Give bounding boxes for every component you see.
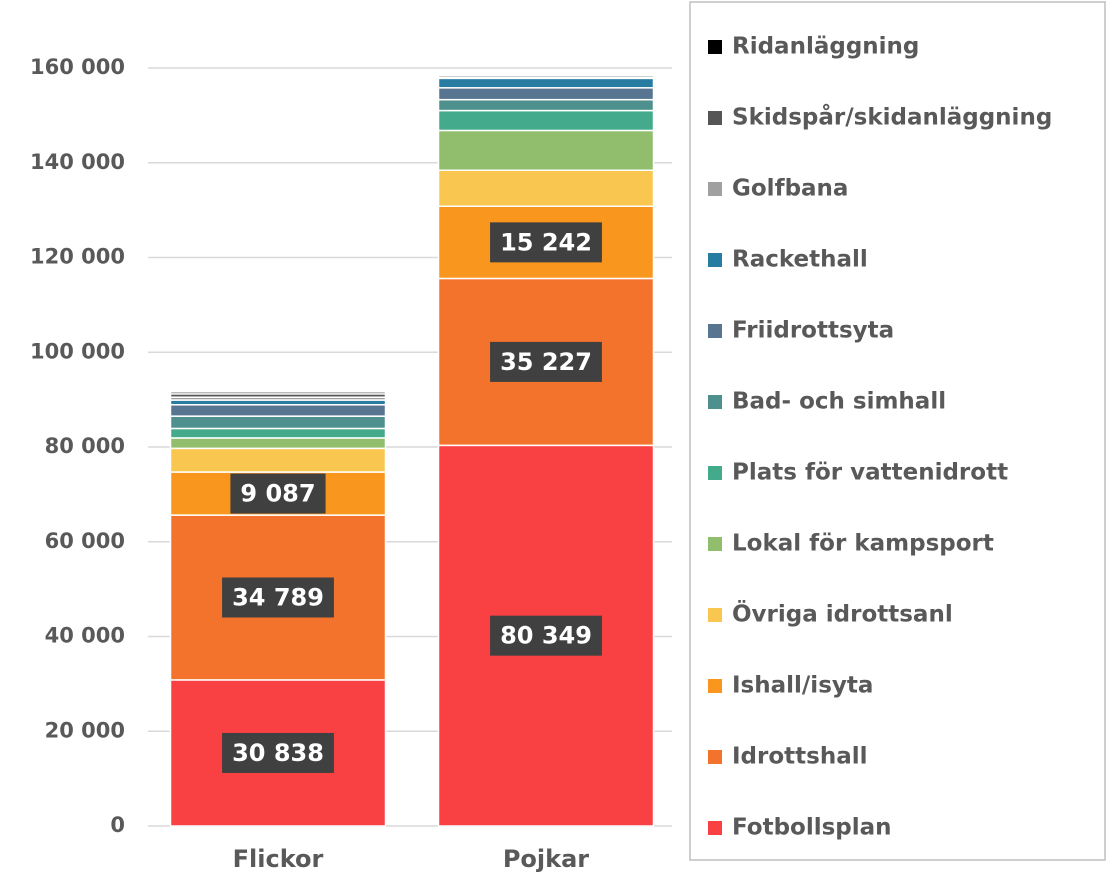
data-label: 15 242: [500, 228, 592, 256]
bar-segment: [169, 427, 387, 439]
bar-segment: [437, 77, 655, 89]
legend-label: Plats för vattenidrott: [732, 460, 1008, 486]
legend-swatch: [708, 324, 722, 338]
y-tick-label: 140 000: [30, 150, 125, 174]
bar-segment: [169, 679, 387, 827]
y-tick-label: 40 000: [45, 624, 125, 648]
legend-swatch: [708, 750, 722, 764]
bar-segment: [437, 98, 655, 112]
legend-label: Ishall/isyta: [732, 673, 873, 699]
data-label: 34 789: [232, 583, 324, 611]
bar-segment: [169, 437, 387, 450]
legend-label: Friidrottsyta: [732, 318, 894, 344]
data-label: 30 838: [232, 739, 324, 767]
legend-swatch: [708, 466, 722, 480]
x-tick-label: Flickor: [233, 845, 324, 873]
data-label: 9 087: [240, 480, 315, 508]
bar-segment: [169, 415, 387, 430]
data-label: 35 227: [500, 348, 592, 376]
legend-label: Fotbollsplan: [732, 815, 892, 841]
data-label-box: [490, 341, 602, 382]
legend-box: [689, 1, 1106, 861]
bar-segment: [437, 169, 655, 207]
data-label-box: [222, 577, 334, 618]
bar-segment: [169, 391, 387, 395]
legend-label: Lokal för kampsport: [732, 531, 994, 557]
legend-label: Golfbana: [732, 176, 848, 202]
bar-segment: [437, 129, 655, 171]
bar-segment: [437, 87, 655, 101]
legend-label: Bad- och simhall: [732, 389, 946, 415]
legend-label: Ridanläggning: [732, 34, 919, 60]
y-tick-label: 160 000: [30, 55, 125, 79]
data-label: 80 349: [500, 622, 592, 650]
data-label-box: [230, 473, 326, 514]
y-tick-label: 120 000: [30, 245, 125, 269]
legend-label: Övriga idrottsanl: [732, 600, 953, 628]
legend-swatch: [708, 40, 722, 54]
data-label-box: [222, 732, 334, 773]
legend-swatch: [708, 679, 722, 693]
y-tick-label: 60 000: [45, 529, 125, 553]
bar-segment: [437, 73, 655, 77]
legend-swatch: [708, 537, 722, 551]
y-tick-label: 80 000: [45, 434, 125, 458]
legend-label: Idrottshall: [732, 744, 868, 770]
data-label-box: [490, 222, 602, 263]
legend-swatch: [708, 182, 722, 196]
legend-swatch: [708, 111, 722, 125]
data-label-box: [490, 615, 602, 656]
y-tick-label: 20 000: [45, 718, 125, 742]
legend-swatch: [708, 821, 722, 835]
legend-swatch: [708, 395, 722, 409]
bar-segment: [169, 404, 387, 417]
legend-swatch: [708, 253, 722, 267]
legend-label: Rackethall: [732, 247, 868, 273]
legend-swatch: [708, 608, 722, 622]
y-tick-label: 0: [110, 813, 125, 837]
bar-segment: [169, 447, 387, 473]
x-tick-label: Pojkar: [503, 845, 589, 873]
y-tick-label: 100 000: [30, 339, 125, 363]
legend-label: Skidspår/skidanläggning: [732, 104, 1052, 131]
bar-segment: [437, 109, 655, 132]
